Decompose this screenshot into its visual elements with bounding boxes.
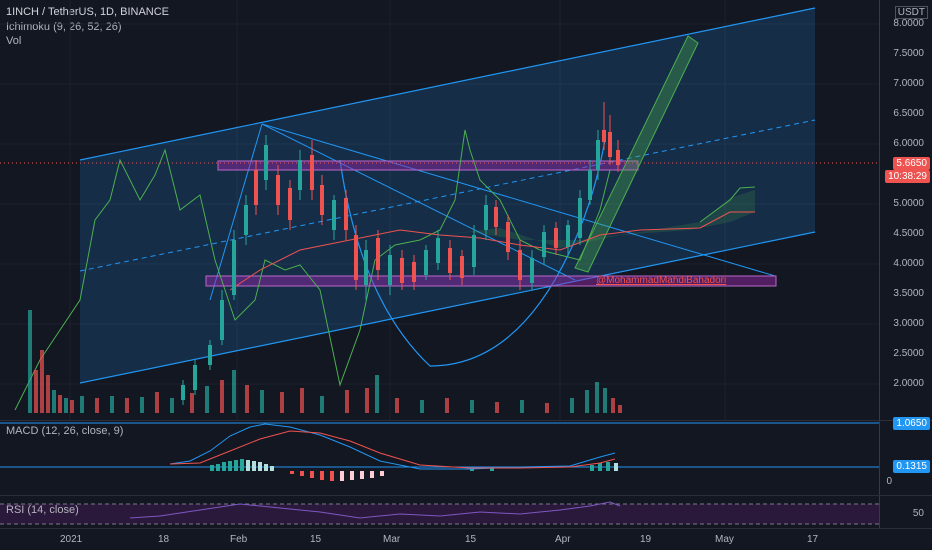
price-tick: 8.0000 <box>893 18 924 29</box>
watermark-label: @MohammadMahdiBahadori <box>596 275 727 286</box>
rsi-tick: 50 <box>912 508 924 519</box>
symbol-title[interactable]: 1INCH / TetherUS, 1D, BINANCE <box>6 6 170 18</box>
price-tick: 2.0000 <box>893 378 924 389</box>
time-tick: May <box>715 534 734 545</box>
macd-legend[interactable]: MACD (12, 26, close, 9) <box>6 425 124 437</box>
macd-line <box>169 423 616 470</box>
rsi-line <box>129 501 621 519</box>
time-axis[interactable]: 2021 18 Feb 15 Mar 15 Apr 19 May 17 <box>0 528 880 550</box>
price-tick: 5.0000 <box>893 198 924 209</box>
time-tick: Feb <box>230 534 248 545</box>
last-price-badge: 5.6650 <box>893 157 930 170</box>
price-tick: 6.5000 <box>893 108 924 119</box>
time-tick: 18 <box>158 534 170 545</box>
rsi-svg <box>0 501 880 525</box>
vol-legend[interactable]: Vol <box>6 35 22 47</box>
volume-bars <box>28 310 622 413</box>
trend-line-a[interactable] <box>261 123 776 277</box>
ichimoku-base-line <box>229 211 755 291</box>
macd-badge-mid: 0.1315 <box>893 460 930 473</box>
rsi-axis[interactable]: 50 <box>879 496 932 528</box>
price-tick: 3.0000 <box>893 318 924 329</box>
price-tick: 3.5000 <box>893 288 924 299</box>
price-axis[interactable]: USDT 8.0000 7.5000 7.0000 6.5000 6.0000 … <box>879 0 932 420</box>
macd-axis[interactable]: 1.0650 0.1315 0 <box>879 417 932 495</box>
price-tick: 6.0000 <box>893 138 924 149</box>
time-tick: Mar <box>383 534 401 545</box>
channel-upper-line[interactable] <box>79 7 816 161</box>
time-tick: 15 <box>310 534 322 545</box>
trend-line-b[interactable] <box>261 123 576 281</box>
resistance-zone[interactable] <box>217 160 639 171</box>
price-chart-svg <box>0 0 880 420</box>
candlesticks <box>181 102 620 405</box>
price-chart-pane[interactable]: @MohammadMahdiBahadori <box>0 0 880 420</box>
time-tick: 2021 <box>60 534 83 545</box>
price-tick: 2.5000 <box>893 348 924 359</box>
countdown-badge: 10:38:29 <box>885 170 930 183</box>
time-tick: Apr <box>555 534 571 545</box>
pane-divider[interactable] <box>0 495 932 496</box>
time-tick: 19 <box>640 534 652 545</box>
macd-signal-line <box>169 430 616 469</box>
currency-label: USDT <box>894 6 928 19</box>
pane-divider[interactable] <box>0 420 932 421</box>
time-tick: 15 <box>465 534 477 545</box>
ichimoku-lagging-span <box>14 129 611 411</box>
time-tick: 17 <box>807 534 819 545</box>
projection-arrow[interactable] <box>574 35 699 273</box>
macd-zero-tick: 0 <box>886 476 892 487</box>
time-axis-divider <box>0 528 932 529</box>
macd-svg <box>0 422 880 481</box>
channel-mid-line[interactable] <box>79 119 816 272</box>
support-zone[interactable] <box>205 275 777 287</box>
ascending-channel[interactable] <box>80 8 815 383</box>
macd-histogram <box>210 459 618 481</box>
price-tick: 7.5000 <box>893 48 924 59</box>
ichimoku-cloud <box>430 190 755 248</box>
ichimoku-span-right <box>699 186 756 223</box>
price-tick: 7.0000 <box>893 78 924 89</box>
price-tick: 4.0000 <box>893 258 924 269</box>
channel-lower-line[interactable] <box>79 231 816 384</box>
rsi-band <box>0 504 880 524</box>
macd-pane[interactable]: MACD (12, 26, close, 9) <box>0 421 880 495</box>
rsi-pane[interactable]: RSI (14, close) <box>0 496 880 528</box>
rsi-legend[interactable]: RSI (14, close) <box>6 504 79 516</box>
macd-badge-top: 1.0650 <box>893 417 930 430</box>
price-tick: 4.5000 <box>893 228 924 239</box>
